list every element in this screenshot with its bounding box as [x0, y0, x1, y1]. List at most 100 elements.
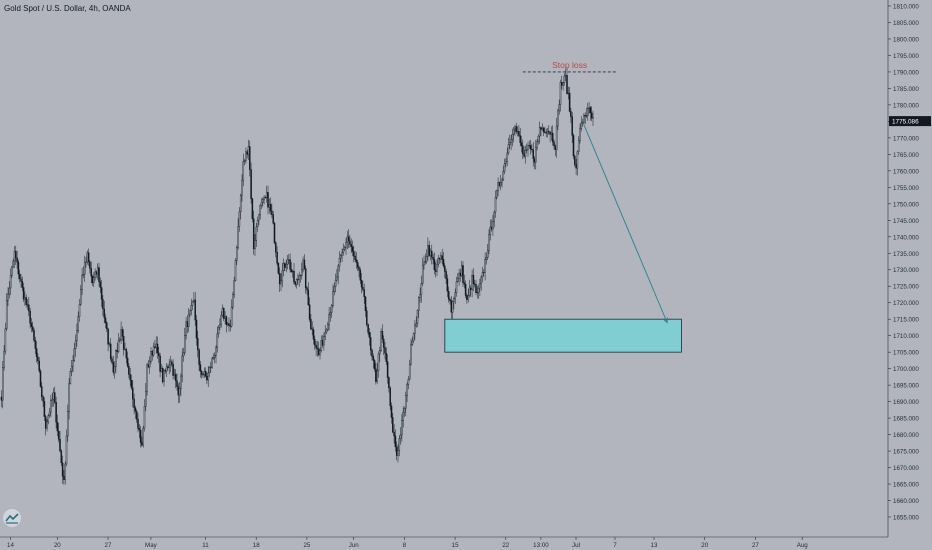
candle: [78, 298, 81, 322]
candle: [12, 258, 14, 269]
candle: [420, 275, 423, 303]
candle: [17, 259, 20, 280]
candle: [47, 413, 50, 425]
candle: [349, 234, 351, 248]
y-tick-label: 1805.000: [893, 20, 919, 27]
x-tick-label: 15: [452, 542, 459, 549]
candle: [189, 309, 191, 318]
candle: [220, 311, 222, 328]
candle: [532, 141, 534, 167]
candle: [492, 214, 494, 237]
candle: [350, 238, 352, 254]
candle: [563, 73, 566, 86]
candle: [124, 342, 126, 351]
y-tick-label: 1715.000: [893, 317, 919, 324]
candle: [388, 376, 390, 393]
candle: [102, 294, 104, 316]
candle: [520, 135, 523, 153]
y-tick-label: 1660.000: [893, 498, 919, 505]
projection-arrow[interactable]: [583, 124, 668, 324]
candle: [557, 108, 559, 131]
candle: [455, 276, 458, 297]
candle: [16, 250, 18, 269]
candle: [176, 373, 178, 391]
candle: [402, 406, 404, 428]
candles-group: [0, 67, 594, 485]
candle: [415, 316, 417, 328]
candle: [583, 113, 585, 125]
last-price-text: 1775.086: [892, 119, 919, 126]
candle: [99, 277, 102, 294]
candle: [558, 99, 560, 115]
candle: [454, 288, 456, 305]
candle: [343, 245, 346, 251]
y-tick-label: 1730.000: [893, 267, 919, 274]
candle: [237, 218, 239, 250]
candle: [587, 102, 589, 121]
candle: [234, 257, 237, 282]
candle: [418, 296, 420, 319]
candle: [61, 455, 64, 484]
candle: [298, 271, 300, 287]
candle: [172, 359, 174, 380]
tradingview-logo-icon[interactable]: [3, 509, 21, 527]
candle: [108, 342, 111, 347]
candle: [362, 280, 364, 292]
x-tick-label: 8: [403, 542, 407, 549]
candle: [414, 320, 416, 340]
candle: [550, 126, 553, 141]
candle: [213, 352, 216, 364]
y-tick-label: 1655.000: [893, 515, 919, 522]
x-tick-label: 13: [651, 542, 658, 549]
candle: [355, 252, 358, 269]
candle: [112, 355, 115, 376]
candle: [527, 141, 529, 157]
candle: [48, 407, 51, 418]
candle: [55, 396, 57, 429]
x-tick-label: May: [145, 542, 158, 549]
candle: [46, 418, 48, 432]
candle: [212, 353, 215, 360]
stop-loss-label: Stop loss: [552, 60, 587, 70]
y-tick-label: 1755.000: [893, 185, 919, 192]
y-tick-label: 1665.000: [893, 482, 919, 489]
candle: [393, 424, 395, 444]
candle: [30, 318, 33, 333]
candle: [137, 413, 139, 433]
y-tick-label: 1685.000: [893, 416, 919, 423]
candle: [41, 382, 43, 401]
candle: [181, 348, 183, 383]
candle: [503, 158, 506, 175]
candle: [479, 278, 481, 297]
candle: [407, 376, 410, 390]
candle: [428, 240, 430, 257]
y-tick-label: 1670.000: [893, 465, 919, 472]
candle: [215, 345, 217, 364]
time-axis[interactable]: 14 20 27 May 11 18 25 Jun 8 15 22 13:00 Jul 7 13 20 27 Au…: [7, 537, 808, 549]
plot-area[interactable]: [0, 0, 888, 537]
candle: [210, 361, 212, 373]
candle: [510, 134, 512, 151]
target-zone[interactable]: [444, 318, 682, 353]
candle: [228, 317, 230, 332]
price-axis[interactable]: 1655.000 1660.000 1665.000 1670.000 1675.000…: [888, 4, 919, 522]
candle: [432, 253, 434, 265]
candle: [275, 241, 277, 258]
candle: [462, 261, 464, 287]
candle: [200, 369, 203, 379]
candle: [9, 268, 12, 296]
candle: [168, 358, 170, 375]
candle: [39, 368, 42, 388]
candle: [381, 324, 384, 344]
candle: [307, 282, 310, 306]
candle: [476, 285, 479, 299]
candle: [493, 210, 495, 228]
candle: [507, 137, 510, 156]
candle: [138, 423, 141, 439]
candle: [91, 274, 94, 287]
candle: [82, 266, 85, 279]
candle: [37, 353, 39, 365]
candle: [38, 357, 40, 373]
